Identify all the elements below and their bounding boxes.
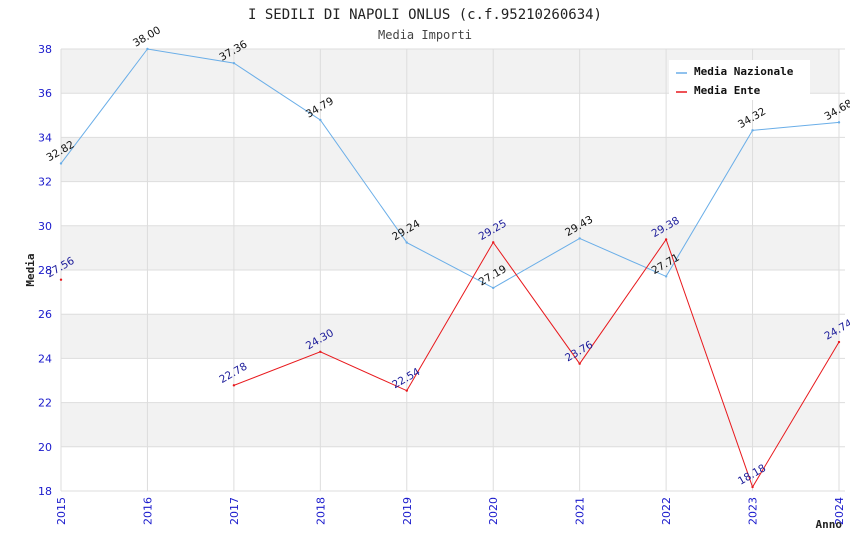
x-tick-label: 2021 [574,497,587,525]
legend-box [669,60,810,100]
data-point-media-ente [664,238,668,241]
data-point-media-nazionale [751,129,754,132]
data-point-media-nazionale [492,286,495,290]
x-tick-label: 2018 [314,497,327,525]
x-tick-label: 2022 [660,497,673,525]
x-tick-label: 2017 [228,497,241,525]
y-tick-label: 32 [38,176,52,189]
grid-band [61,446,839,491]
data-point-media-ente [405,389,408,392]
legend: Media Nazionale Media Ente [669,60,810,100]
grid-band [61,314,839,359]
y-axis-title: Media [24,253,37,286]
y-tick-label: 28 [38,264,52,277]
y-tick-label: 38 [38,43,52,56]
x-tick-label: 2020 [487,497,500,525]
x-tick-label: 2016 [141,497,154,525]
data-point-media-nazionale [664,275,668,278]
data-point-media-ente [59,278,63,281]
data-point-media-ente [578,362,581,365]
chart-title: I SEDILI DI NAPOLI ONLUS (c.f.9521026063… [248,7,602,23]
y-axis-ticks: 18 20 22 24 26 28 30 32 34 36 38 [38,43,52,498]
grid-band [61,181,839,226]
data-point-media-ente [751,485,754,489]
data-point-media-nazionale [232,61,236,65]
series-line-media-ente [233,238,840,489]
x-axis-ticks: 2015 2016 2017 2018 2019 2020 2021 2022 2023 2024 [55,497,846,525]
y-tick-label: 36 [38,87,52,100]
data-point-media-nazionale [319,118,322,122]
y-tick-label: 20 [38,441,52,454]
x-tick-label: 2024 [833,497,846,525]
x-tick-label: 2019 [401,497,414,525]
y-tick-label: 26 [38,308,52,321]
y-tick-label: 30 [38,220,52,233]
data-point-media-ente [837,340,841,344]
data-point-media-nazionale [837,121,841,124]
y-tick-label: 22 [38,397,52,410]
plot-background-bands [61,49,839,491]
grid-band [61,402,839,447]
data-point-media-nazionale [578,237,581,240]
y-tick-label: 24 [38,352,52,365]
data-point-media-ente [492,241,495,244]
y-tick-label: 18 [38,485,52,498]
data-point-media-nazionale [146,47,149,51]
legend-label-media-nazionale: Media Nazionale [694,65,794,78]
grid-band [61,93,839,138]
grid-band [61,358,839,403]
series-lines [59,47,841,489]
grid-band [61,137,839,182]
x-axis-title: Anno [816,518,843,531]
x-tick-label: 2015 [55,497,68,525]
legend-label-media-ente: Media Ente [694,84,761,97]
data-point-media-nazionale [405,241,408,244]
series-line-media-nazionale [60,48,840,289]
data-point-media-nazionale [59,162,63,165]
gridlines [60,48,845,492]
x-tick-label: 2023 [747,497,760,525]
grid-band [61,270,839,315]
chart-subtitle: Media Importi [378,28,472,42]
y-tick-label: 34 [38,131,52,144]
data-label-media-nazionale: 38.00 [131,24,163,49]
data-point-media-ente [319,350,322,353]
grid-band [61,225,839,270]
data-point-media-ente [232,384,236,387]
